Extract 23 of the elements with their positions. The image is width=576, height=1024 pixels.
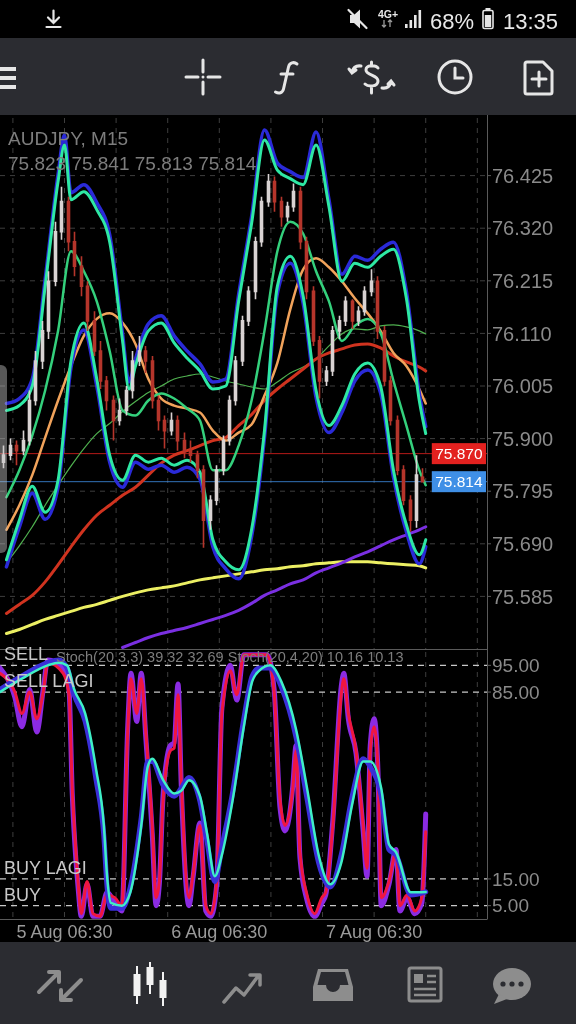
text: 13:35	[503, 9, 559, 34]
x-tick-label: 5 Aug 06:30	[16, 922, 113, 942]
ref-line-label: 75.814	[435, 473, 483, 491]
y-tick-label: 85.00	[492, 681, 540, 703]
ref-line-label: 75.870	[435, 445, 483, 463]
y-tick-label: 76.320	[492, 217, 554, 240]
y-tick-label: 15.00	[492, 868, 540, 890]
y-tick-label: 95.00	[492, 655, 540, 677]
y-tick-label: 76.425	[492, 164, 554, 187]
ref-line-label: SELL	[4, 644, 49, 665]
text: 4G+	[378, 8, 399, 20]
text: 68%	[430, 9, 475, 34]
y-tick-label: 76.215	[492, 270, 554, 293]
y-tick-label: 5.00	[492, 895, 529, 917]
x-tick-label: 7 Aug 06:30	[326, 922, 423, 942]
y-tick-label: 75.585	[492, 585, 554, 608]
x-tick-label: 6 Aug 06:30	[171, 922, 268, 942]
y-tick-label: 75.690	[492, 533, 554, 555]
ref-line-label: BUY	[4, 884, 42, 905]
y-tick-label: 76.005	[492, 375, 554, 398]
y-tick-label: 75.795	[492, 480, 554, 503]
y-tick-label: 76.110	[492, 322, 552, 345]
y-tick-label: 75.900	[492, 427, 554, 450]
